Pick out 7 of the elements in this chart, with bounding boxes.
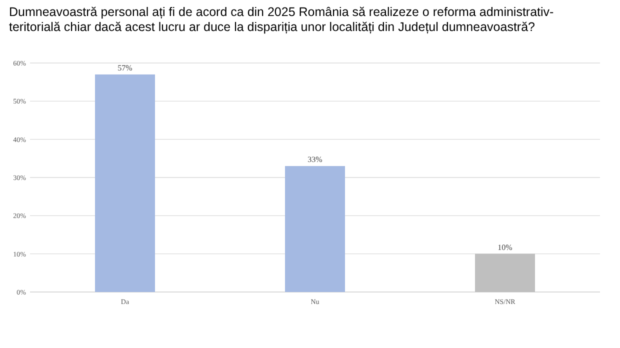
chart-title: Dumneavoastră personal ați fi de acord ca din 2025 România să realizeze o reforma administrativ- teritorială chiar dacă acest lucru ar duce la dispariția unor localități din Județul dumneavoastră? <box>9 5 554 34</box>
data-label: 57% <box>118 63 133 72</box>
bar <box>95 74 155 292</box>
bar <box>475 254 535 292</box>
data-label: 33% <box>308 155 323 164</box>
data-label: 10% <box>498 242 513 252</box>
bar <box>285 166 345 292</box>
